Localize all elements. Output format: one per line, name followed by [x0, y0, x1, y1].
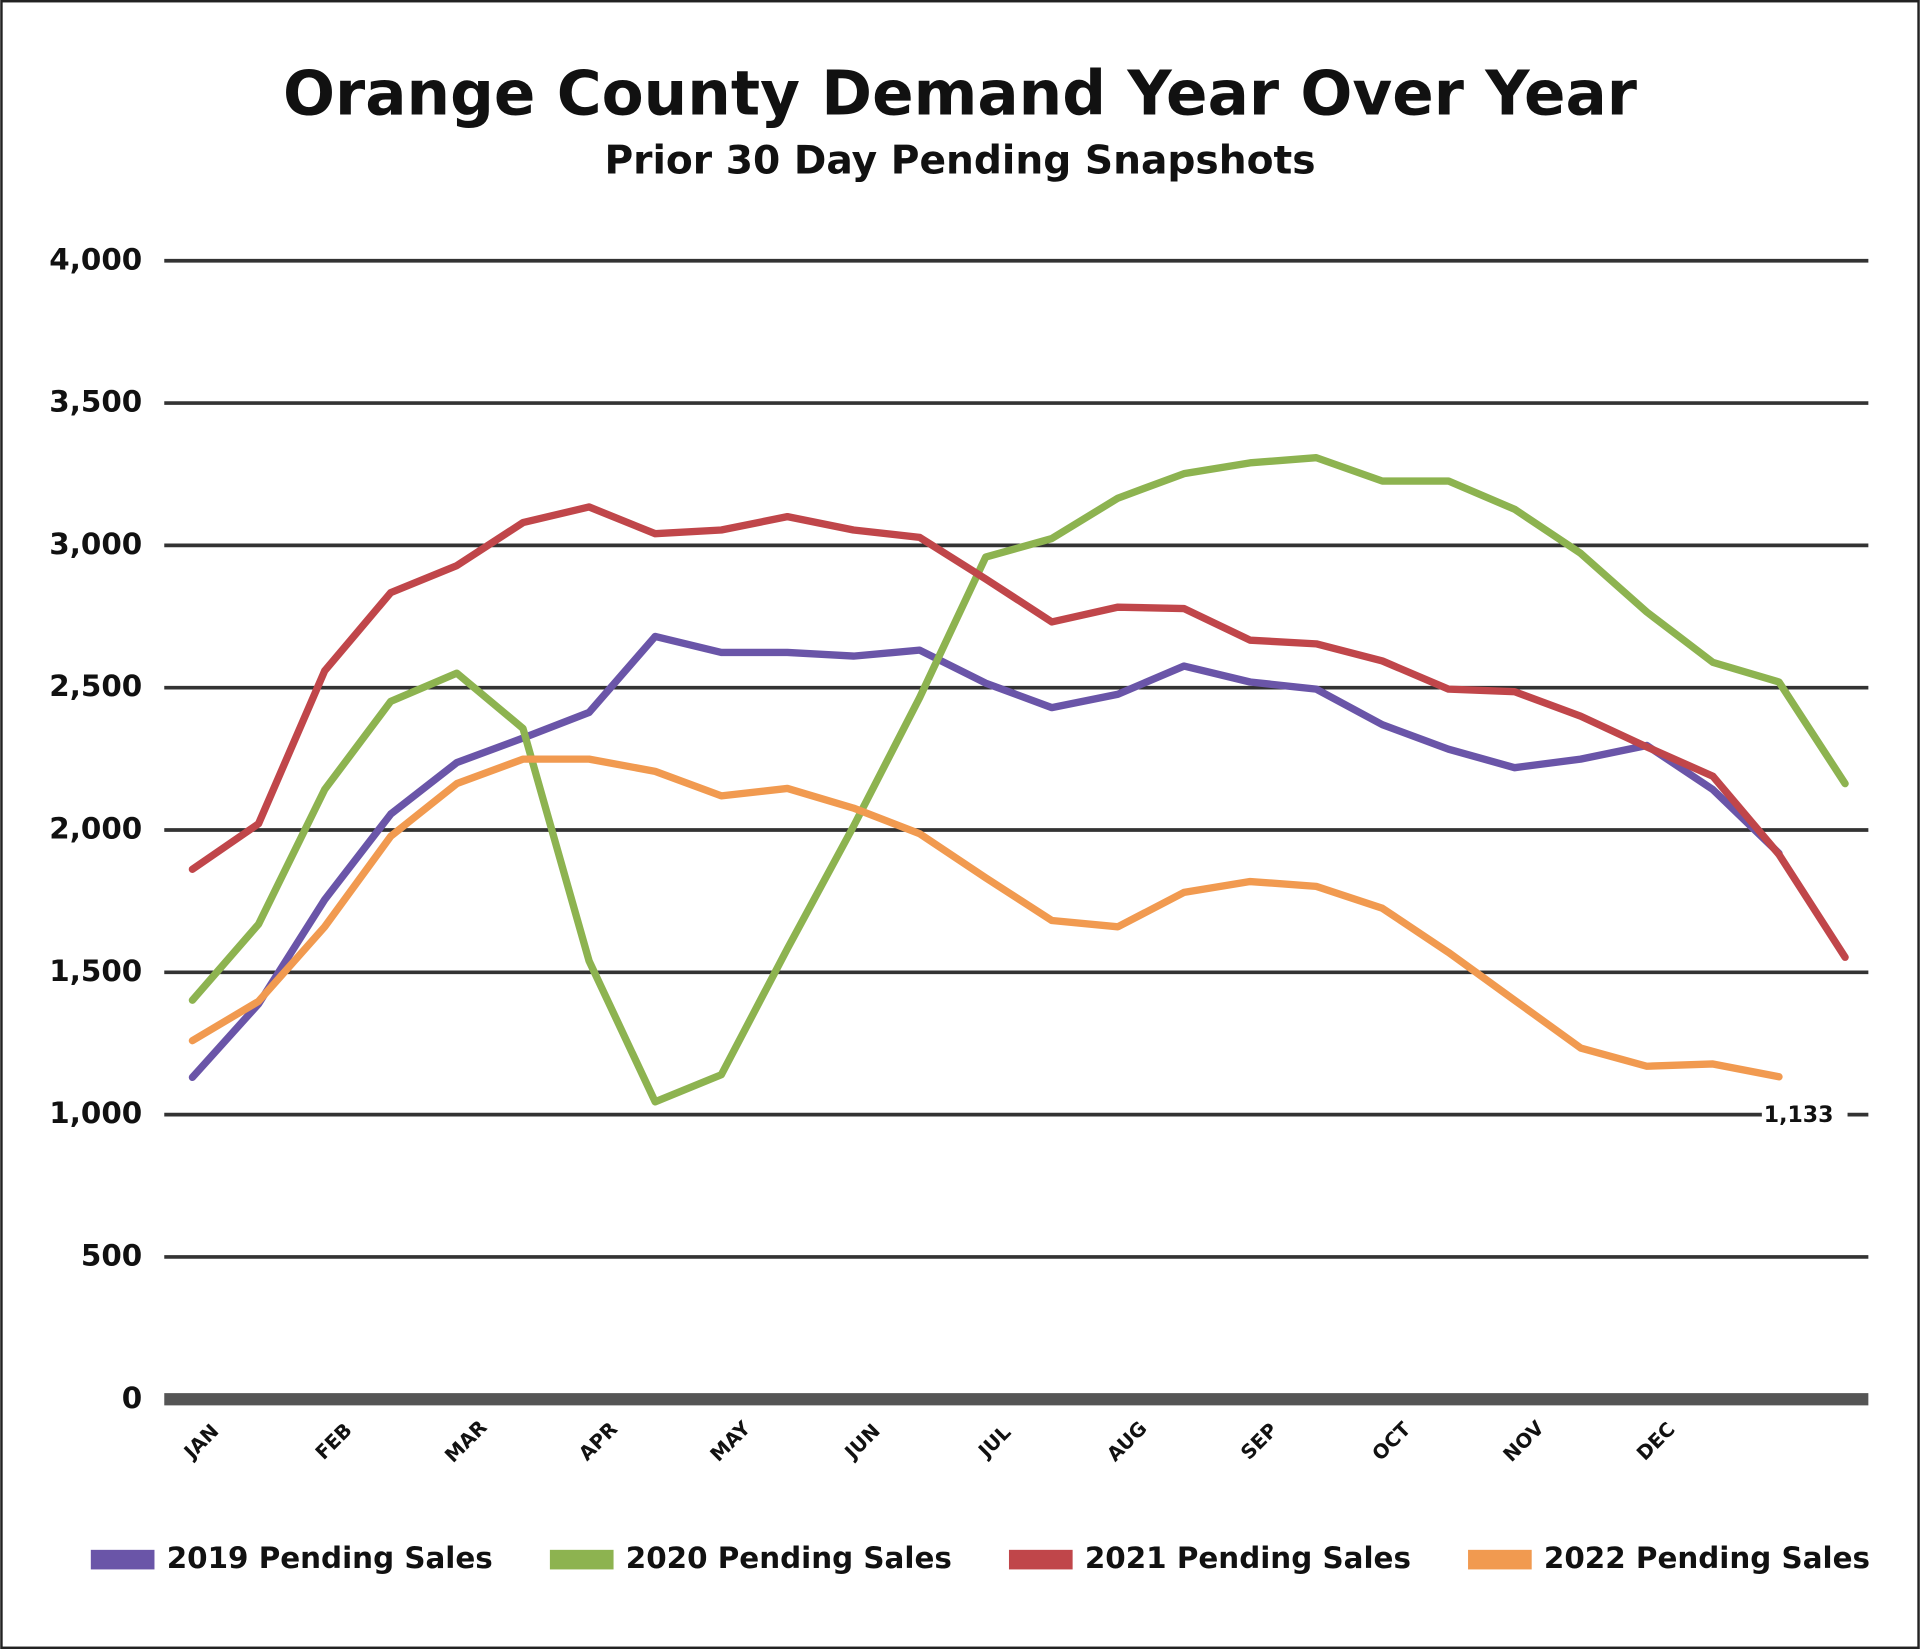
y-tick-label: 0 [122, 1381, 142, 1415]
series-line [188, 632, 1783, 1082]
legend-swatch [90, 1549, 155, 1570]
data-label-bg [1761, 1098, 1848, 1134]
legend-swatch [1468, 1549, 1532, 1570]
y-tick-label: 4,000 [49, 242, 142, 276]
chart-subtitle: Prior 30 Day Pending Snapshots [604, 138, 1315, 183]
data-label: 1,133 [1764, 1103, 1834, 1128]
y-tick-label: 3,000 [49, 527, 142, 561]
y-tick-label: 1,500 [49, 954, 142, 988]
series-line [188, 755, 1783, 1081]
y-tick-label: 2,500 [49, 669, 142, 703]
y-tick-label: 500 [81, 1238, 142, 1272]
y-tick-label: 1,000 [49, 1096, 142, 1130]
legend-label: 2021 Pending Sales [1085, 1541, 1411, 1575]
series-line [188, 503, 1849, 961]
legend-swatch [1008, 1549, 1073, 1570]
legend-swatch [549, 1549, 614, 1570]
chart-title: Orange County Demand Year Over Year [283, 59, 1637, 130]
legend-label: 2020 Pending Sales [626, 1541, 952, 1575]
y-tick-label: 3,500 [49, 385, 142, 419]
series-line [188, 454, 1849, 1106]
legend-label: 2019 Pending Sales [167, 1541, 493, 1575]
y-tick-label: 2,000 [49, 812, 142, 846]
legend-label: 2022 Pending Sales [1544, 1541, 1870, 1575]
